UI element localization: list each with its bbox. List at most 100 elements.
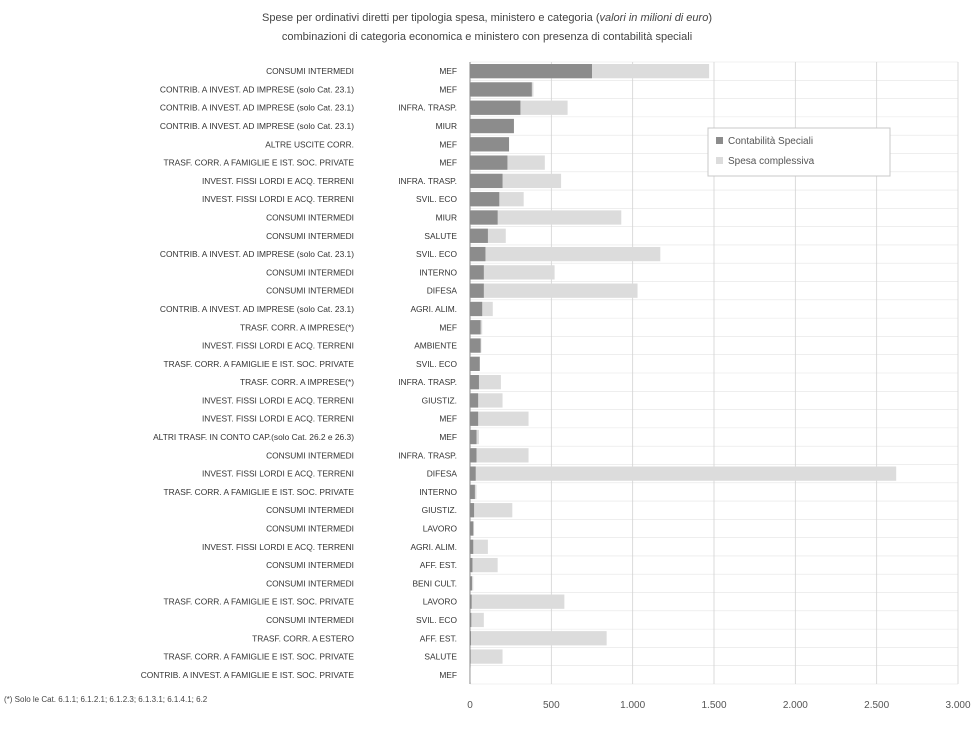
chart-title-line-1-pre: Spese per ordinativi diretti per tipolog… [262, 12, 600, 24]
bar-spesa-complessiva [470, 411, 529, 426]
row-label-ministero: LAVORO [423, 524, 458, 534]
row-label-categoria: CONSUMI INTERMEDI [266, 505, 354, 515]
row-label-ministero: SVIL. ECO [416, 359, 457, 369]
bar-contabilita-speciali [470, 448, 477, 463]
bar-spesa-complessiva [470, 210, 622, 225]
row-label-categoria: INVEST. FISSI LORDI E ACQ. TERRENI [202, 341, 354, 351]
row-label-categoria: INVEST. FISSI LORDI E ACQ. TERRENI [202, 469, 354, 479]
row-label-categoria: CONSUMI INTERMEDI [266, 286, 354, 296]
x-tick-label: 2.000 [783, 700, 808, 711]
row-label-categoria: INVEST. FISSI LORDI E ACQ. TERRENI [202, 542, 354, 552]
row-label-ministero: DIFESA [427, 286, 458, 296]
row-label-categoria: TRASF. CORR. A FAMIGLIE E IST. SOC. PRIV… [164, 652, 355, 662]
row-label-categoria: INVEST. FISSI LORDI E ACQ. TERRENI [202, 395, 354, 405]
legend-swatch-complessiva [716, 157, 723, 164]
x-tick-label: 1.000 [620, 700, 645, 711]
row-label-ministero: MEF [439, 322, 457, 332]
bar-contabilita-speciali [470, 301, 483, 317]
bar-contabilita-speciali [470, 283, 484, 298]
bar-contabilita-speciali [470, 411, 479, 426]
footnote: (*) Solo le Cat. 6.1.1; 6.1.2.1; 6.1.2.3… [4, 695, 208, 704]
bar-spesa-complessiva [470, 448, 529, 463]
bar-contabilita-speciali [470, 612, 472, 628]
legend-swatch-contabilita [716, 137, 723, 144]
bar-spesa-complessiva [470, 539, 488, 554]
row-label-ministero: MEF [439, 670, 457, 680]
row-label-ministero: INTERNO [419, 267, 457, 277]
x-tick-labels-group: 0 500 1.000 1.500 2.000 2.500 3.000 [467, 700, 971, 711]
bar-spesa-complessiva [470, 612, 484, 628]
row-label-ministero: MEF [439, 84, 457, 94]
bar-contabilita-speciali [470, 503, 475, 518]
bar-contabilita-speciali [470, 320, 481, 335]
row-label-categoria: INVEST. FISSI LORDI E ACQ. TERRENI [202, 194, 354, 204]
x-tick-label: 3.000 [945, 700, 970, 711]
row-label-ministero: SVIL. ECO [416, 249, 457, 259]
row-label-categoria: TRASF. CORR. A ESTERO [252, 633, 354, 643]
bar-contabilita-speciali [470, 393, 479, 408]
row-label-categoria: CONSUMI INTERMEDI [266, 615, 354, 625]
bars-group [470, 64, 897, 682]
row-label-ministero: INFRA. TRASP. [398, 103, 457, 113]
row-label-categoria: CONTRIB. A INVEST. AD IMPRESE (solo Cat.… [160, 304, 354, 314]
bar-contabilita-speciali [470, 137, 510, 152]
row-label-ministero: AMBIENTE [414, 341, 457, 351]
row-label-ministero: INFRA. TRASP. [398, 377, 457, 387]
bar-contabilita-speciali [470, 484, 475, 500]
bar-contabilita-speciali [470, 246, 486, 262]
legend-label-contabilita: Contabilità Speciali [728, 136, 813, 147]
row-label-categoria: TRASF. CORR. A FAMIGLIE E IST. SOC. PRIV… [164, 359, 355, 369]
bar-contabilita-speciali [470, 118, 514, 134]
bar-spesa-complessiva [470, 283, 638, 298]
bar-contabilita-speciali [470, 265, 484, 280]
row-label-categoria: CONTRIB. A INVEST. AD IMPRESE (solo Cat.… [160, 249, 354, 259]
bar-contabilita-speciali [470, 466, 476, 481]
row-label-ministero: MEF [439, 139, 457, 149]
row-label-categoria: ALTRE USCITE CORR. [265, 139, 354, 149]
bar-spesa-complessiva [470, 557, 498, 573]
bar-contabilita-speciali [470, 576, 472, 591]
row-label-ministero: MEF [439, 414, 457, 424]
bar-spesa-complessiva [470, 503, 513, 518]
bar-contabilita-speciali [470, 100, 521, 115]
row-label-ministero: AFF. EST. [420, 633, 457, 643]
row-label-categoria: TRASF. CORR. A FAMIGLIE E IST. SOC. PRIV… [164, 158, 355, 168]
chart-title-line-2: combinazioni di categoria economica e mi… [282, 31, 692, 43]
bar-contabilita-speciali [470, 521, 474, 536]
row-label-categoria: TRASF. CORR. A IMPRESE(*) [240, 377, 354, 387]
row-label-categoria: ALTRI TRASF. IN CONTO CAP.(solo Cat. 26.… [153, 432, 354, 442]
bar-contabilita-speciali [470, 155, 508, 170]
chart-title-line-1: Spese per ordinativi diretti per tipolog… [262, 12, 712, 24]
bar-contabilita-speciali [470, 192, 500, 207]
row-label-ministero: MEF [439, 66, 457, 76]
bar-spesa-complessiva [470, 594, 565, 609]
bar-contabilita-speciali [470, 210, 498, 225]
row-label-categoria: CONTRIB. A INVEST. AD IMPRESE (solo Cat.… [160, 121, 354, 131]
row-label-ministero: MEF [439, 432, 457, 442]
row-label-ministero: LAVORO [423, 597, 458, 607]
row-label-ministero: AGRI. ALIM. [410, 304, 457, 314]
row-label-ministero: BENI CULT. [412, 578, 457, 588]
legend-box [707, 127, 891, 177]
bar-contabilita-speciali [470, 375, 479, 390]
chart-title-line-1-em: valori in milioni di euro [600, 12, 709, 24]
row-label-categoria: CONSUMI INTERMEDI [266, 213, 354, 223]
bar-spesa-complessiva [470, 631, 607, 646]
gridlines [469, 61, 959, 685]
bar-contabilita-speciali [470, 64, 592, 79]
chart-title-line-1-post: ) [708, 12, 712, 24]
x-tick-label: 2.500 [864, 700, 889, 711]
x-tick-label: 500 [543, 700, 560, 711]
row-label-categoria: CONSUMI INTERMEDI [266, 267, 354, 277]
bar-contabilita-speciali [470, 82, 532, 97]
row-label-ministero: INFRA. TRASP. [398, 176, 457, 186]
row-label-ministero: SALUTE [424, 652, 457, 662]
x-tick-label: 0 [467, 700, 473, 711]
row-label-categoria: TRASF. CORR. A FAMIGLIE E IST. SOC. PRIV… [164, 487, 355, 497]
row-label-categoria: CONSUMI INTERMEDI [266, 231, 354, 241]
row-label-categoria: CONSUMI INTERMEDI [266, 578, 354, 588]
bar-contabilita-speciali [470, 557, 473, 573]
legend-label-complessiva: Spesa complessiva [728, 156, 815, 167]
row-label-categoria: CONSUMI INTERMEDI [266, 560, 354, 570]
